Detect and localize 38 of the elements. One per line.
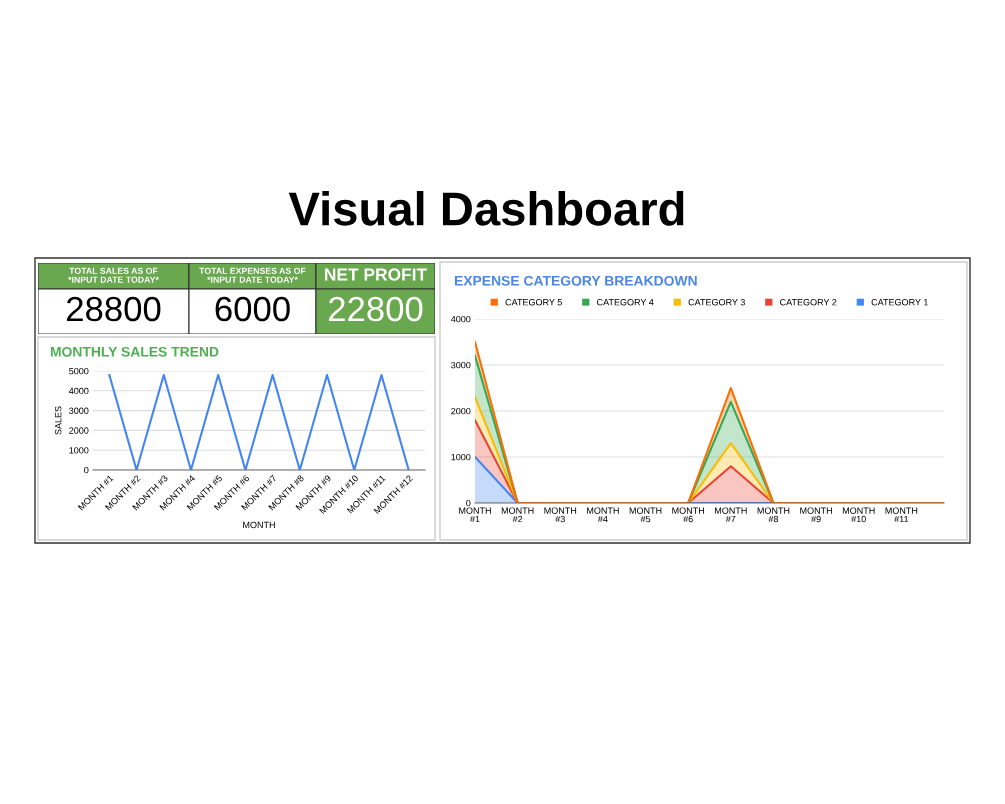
y-tick-label: 0 [84, 466, 89, 474]
x-tick-label: MONTH #10 [842, 507, 875, 523]
y-tick-label: 2000 [451, 407, 471, 415]
x-tick-label: MONTH #9 [800, 507, 832, 523]
x-tick-label: MONTH #4 [587, 507, 619, 523]
y-tick-label: 2000 [69, 427, 89, 434]
x-tick-label: MONTH #2 [501, 507, 534, 523]
text: Visual Dashboard [288, 190, 684, 226]
category-label: TOTAL SALES AS OF *INPUT DATE TODAY* [68, 267, 159, 283]
y-tick-label: 1000 [451, 453, 471, 461]
y-tick-label: 4000 [68, 387, 89, 395]
y-tick-label: 5000 [69, 367, 89, 375]
chart-title: MONTHLY SALES TREND [50, 346, 219, 357]
x-tick-label: MONTH #11 [885, 507, 918, 523]
x-tick-label: MONTH #1 [459, 507, 491, 523]
x-tick-label: MONTH #8 [757, 507, 790, 523]
x-tick-label: MONTH #7 [715, 507, 747, 523]
x-tick-label: MONTH #3 [544, 507, 577, 523]
legend-label: CATEGORY 4 [597, 299, 654, 306]
y-axis-title: SALES [55, 406, 62, 435]
legend-label: CATEGORY 3 [688, 299, 745, 306]
y-tick-label: 3000 [451, 361, 471, 369]
category-label: NET PROFIT [325, 268, 427, 281]
chart-title: EXPENSE CATEGORY BREAKDOWN [454, 275, 697, 286]
legend-label: CATEGORY 2 [780, 299, 837, 306]
category-label: TOTAL EXPENSES AS OF *INPUT DATE TODAY* [199, 267, 306, 283]
data-label: 22800 [328, 296, 423, 322]
y-tick-label: 4000 [450, 315, 471, 323]
legend-label: CATEGORY 5 [505, 299, 562, 306]
y-tick-label: 1000 [69, 447, 89, 454]
data-label: 6000 [215, 296, 290, 322]
x-axis-title: MONTH [243, 521, 275, 529]
legend-label: CATEGORY 1 [871, 299, 928, 306]
y-tick-label: 0 [466, 499, 471, 507]
y-tick-label: 3000 [69, 407, 89, 414]
x-tick-label: MONTH #6 [672, 507, 704, 523]
data-label: 28800 [66, 296, 161, 322]
x-tick-label: MONTH #5 [629, 507, 662, 523]
